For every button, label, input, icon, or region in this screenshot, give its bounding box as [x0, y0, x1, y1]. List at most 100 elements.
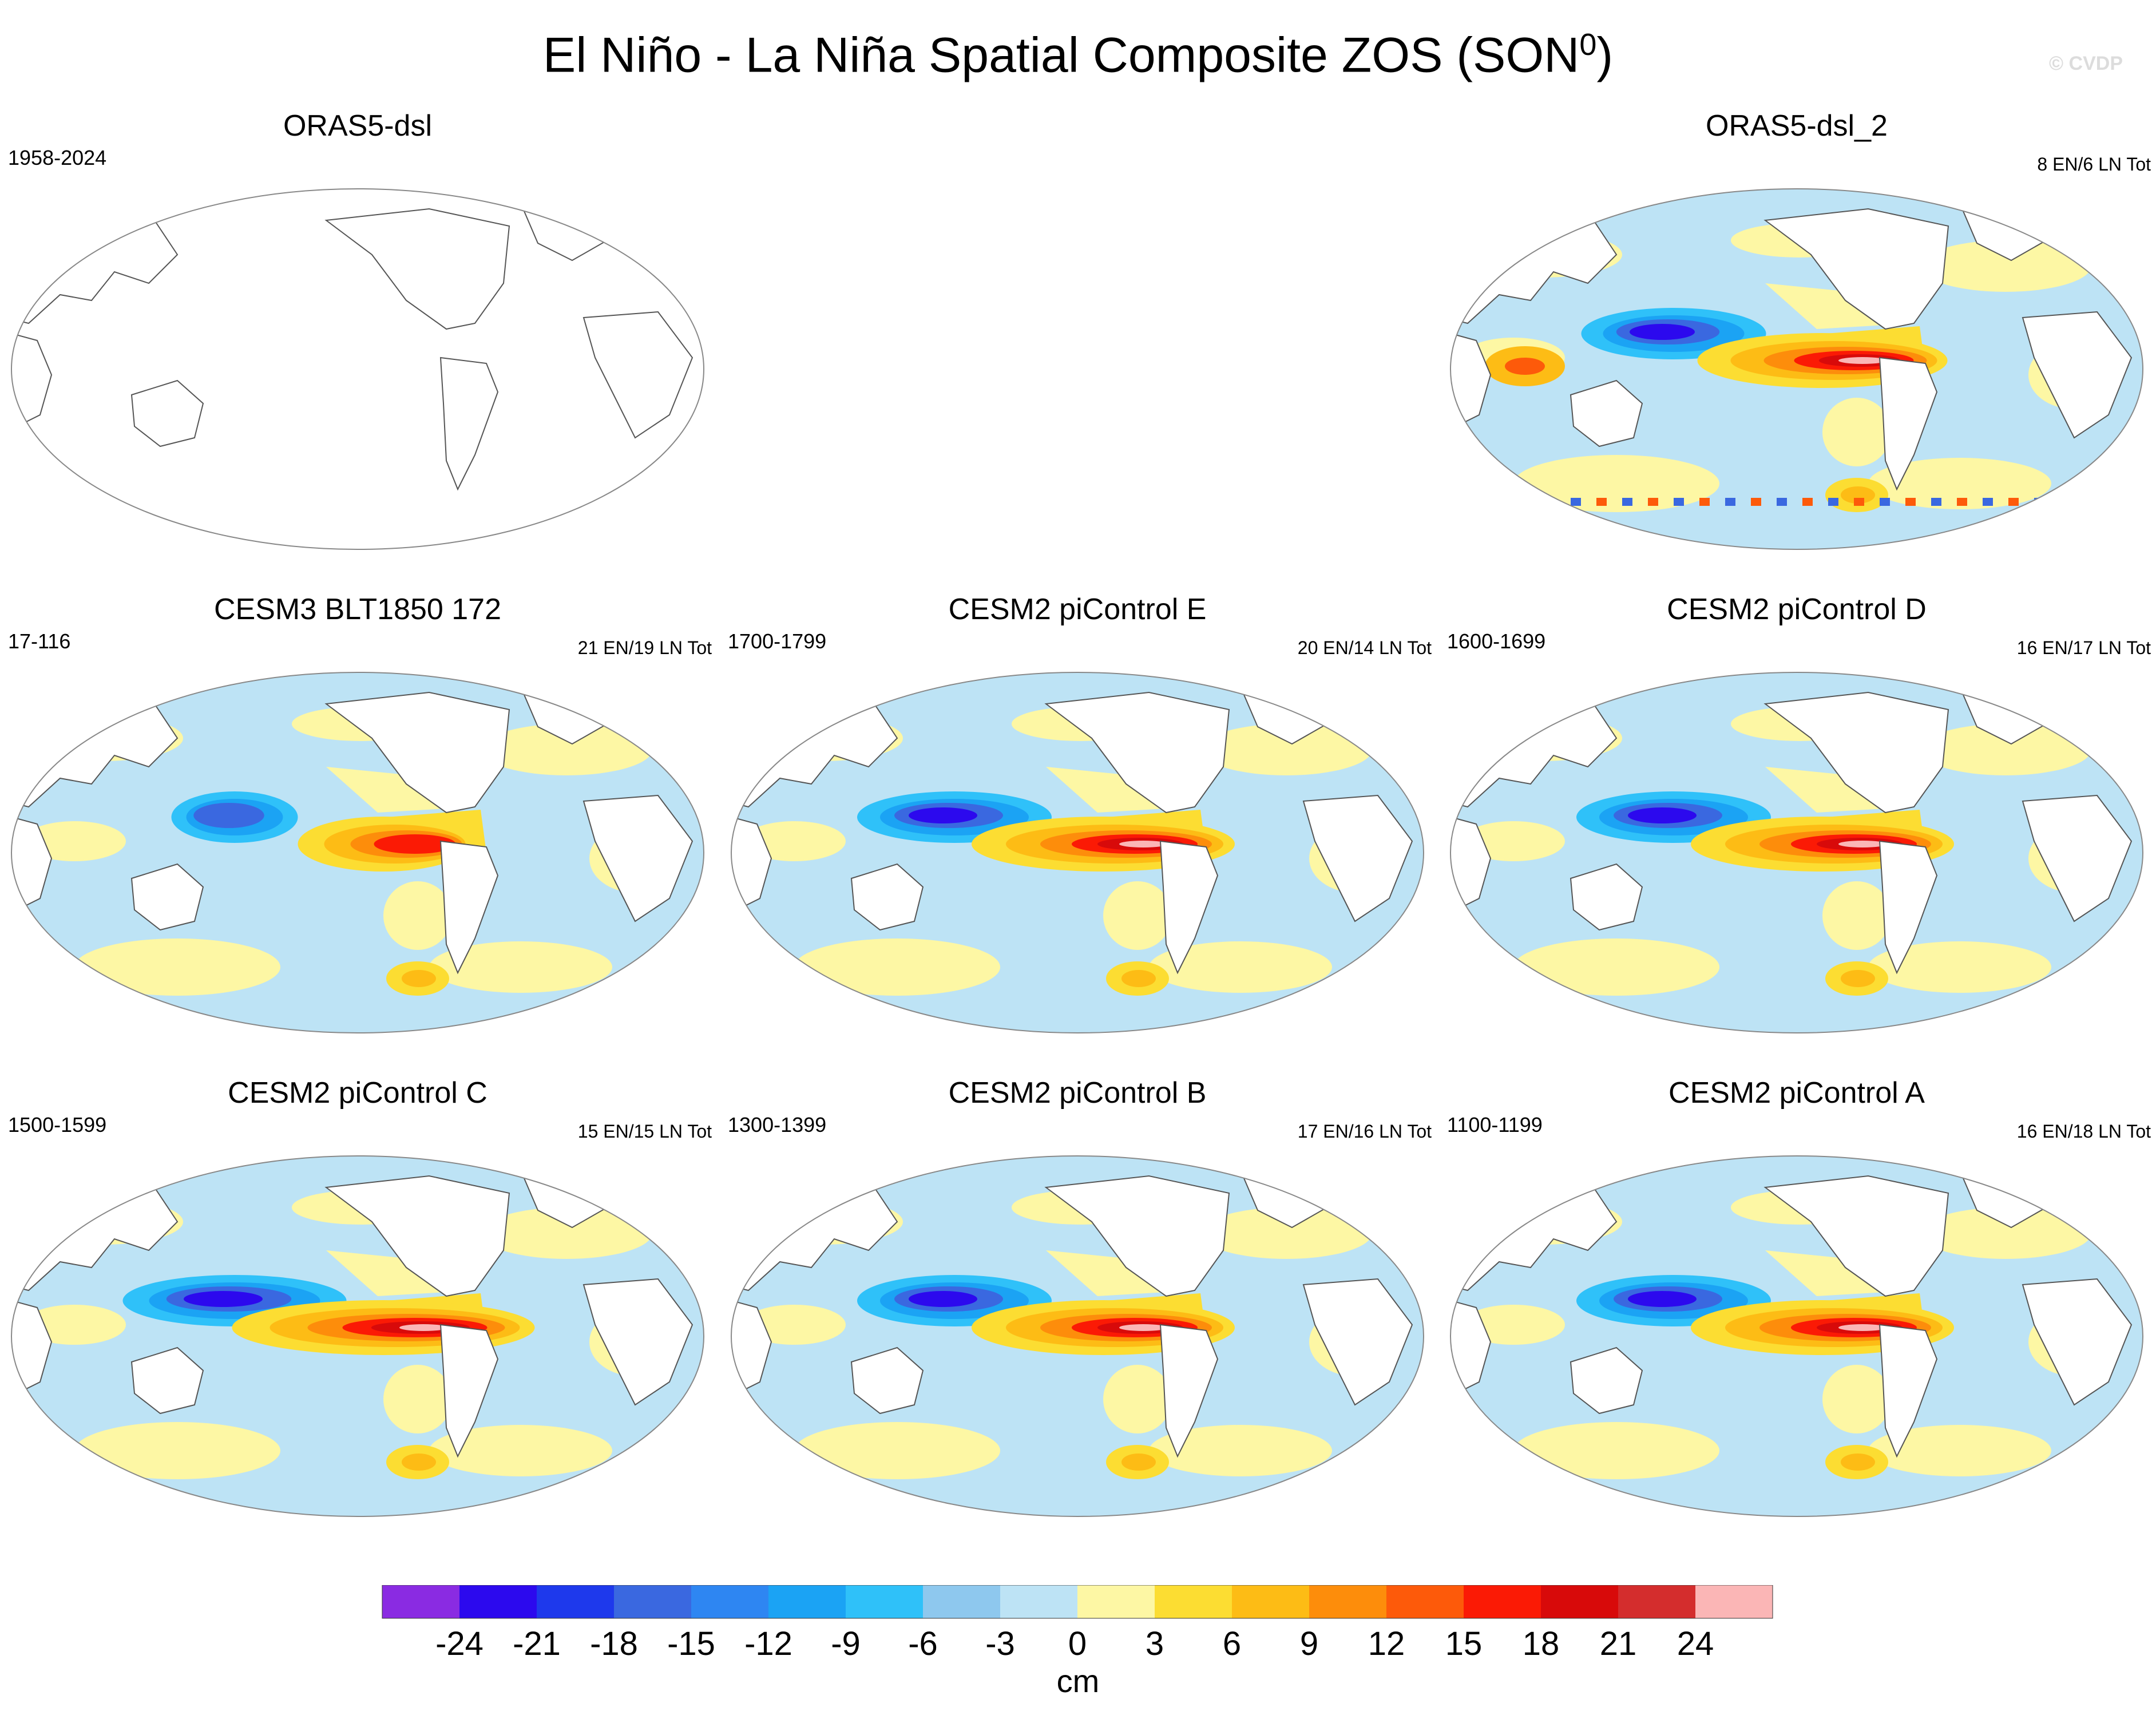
- colorbar-swatch: [1155, 1585, 1232, 1618]
- map-panel: ORAS5-dsl_2 8 EN/6 LN Tot: [1439, 109, 2154, 561]
- panel-period: 1700-1799: [728, 629, 827, 653]
- projection-map: [11, 188, 704, 550]
- panel-title: CESM2 piControl B: [948, 1076, 1207, 1110]
- colorbar-unit-label: cm: [1056, 1663, 1100, 1699]
- coastline-6: [1302, 794, 1413, 922]
- panel-period: 1600-1699: [1447, 629, 1546, 653]
- colorbar-tick-label: 3: [1146, 1625, 1164, 1662]
- coastline-4: [1159, 1324, 1219, 1458]
- coastline-2: [130, 863, 204, 931]
- map-panel: CESM2 piControl B 1300-1399 17 EN/16 LN To…: [720, 1076, 1435, 1528]
- projection-map: [731, 1155, 1424, 1517]
- colorbar-swatch: [1464, 1585, 1541, 1618]
- panel-title: CESM3 BLT1850 172: [214, 593, 501, 626]
- colorbar-tick-label: 0: [1068, 1625, 1087, 1662]
- projection-map: [1450, 672, 2143, 1033]
- colorbar-swatch: [1077, 1585, 1155, 1618]
- coastline-1: [11, 331, 53, 427]
- coastline-3: [324, 1175, 510, 1297]
- colorbar-tick-label: -18: [590, 1625, 638, 1662]
- colorbar-swatch: [768, 1585, 846, 1618]
- panel-period: 1500-1599: [8, 1113, 107, 1136]
- colorbar-swatch: [382, 1585, 459, 1618]
- colorbar-tick-label: -9: [831, 1625, 861, 1662]
- panel-title: CESM2 piControl E: [948, 593, 1207, 626]
- coastline-3: [1763, 208, 1949, 330]
- colorbar-tick-label: -15: [667, 1625, 715, 1662]
- map-panel: CESM2 piControl E 1700-1799 20 EN/14 LN To…: [720, 592, 1435, 1044]
- figure-title: El Niño - La Niña Spatial Composite ZOS …: [542, 27, 1614, 83]
- panel-title: CESM2 piControl C: [228, 1076, 488, 1110]
- projection-map: [1450, 1155, 2143, 1517]
- coastline-6: [582, 1278, 693, 1406]
- projection-map: [731, 672, 1424, 1033]
- map-panel: ORAS5-dsl 1958-2024: [0, 109, 715, 561]
- coastline-3: [1763, 1175, 1949, 1297]
- colorbar-tick-label: -24: [435, 1625, 483, 1662]
- colorbar-swatch: [1309, 1585, 1386, 1618]
- panel-event-count: 20 EN/14 LN Tot: [1297, 637, 1432, 658]
- panel-event-count: 21 EN/19 LN Tot: [577, 637, 712, 658]
- panel-period: 17-116: [8, 629, 71, 653]
- colorbar-tick-label: 15: [1445, 1625, 1483, 1662]
- colorbar-tick-label: -12: [744, 1625, 792, 1662]
- panel-title: CESM2 piControl D: [1667, 593, 1927, 626]
- colorbar-tick-label: 18: [1523, 1625, 1560, 1662]
- colorbar-swatch: [614, 1585, 691, 1618]
- colorbar-swatch: [1541, 1585, 1618, 1618]
- colorbar-tick-label: 24: [1677, 1625, 1714, 1662]
- colorbar-tick-label: 9: [1300, 1625, 1318, 1662]
- coastline-4: [1159, 840, 1219, 975]
- projection-map: [1450, 188, 2143, 550]
- colorbar-swatch: [1618, 1585, 1695, 1618]
- panel-title: ORAS5-dsl: [283, 109, 433, 142]
- coastline-6: [2022, 311, 2133, 439]
- coastline-6: [2022, 1278, 2133, 1406]
- coastline-0: [11, 199, 179, 324]
- coastline-2: [850, 1346, 924, 1415]
- coastline-4: [439, 357, 499, 491]
- coastline-2: [1570, 1346, 1643, 1415]
- coastline-2: [1570, 379, 1643, 447]
- coastline-2: [850, 863, 924, 931]
- panel-title: ORAS5-dsl_2: [1706, 109, 1888, 142]
- coastline-2: [130, 379, 204, 447]
- map-panel: CESM2 piControl C 1500-1599 15 EN/15 LN To…: [0, 1076, 715, 1528]
- colorbar-swatch: [1000, 1585, 1077, 1618]
- coastline-4: [1878, 840, 1938, 975]
- panel-period: 1100-1199: [1447, 1113, 1543, 1136]
- colorbar-tick-label: -3: [985, 1625, 1015, 1662]
- colorbar: -24 -21 -18 -15 -12 -9 -6 -3 0 3 6 9 12 15 18 21 24: [382, 1585, 1773, 1662]
- panel-event-count: 16 EN/18 LN Tot: [2016, 1121, 2151, 1142]
- coastline-3: [324, 691, 510, 814]
- colorbar-swatch: [846, 1585, 923, 1618]
- colorbar-tick-label: 6: [1223, 1625, 1241, 1662]
- credit-watermark: © CVDP: [2049, 53, 2123, 74]
- coastline-4: [1878, 357, 1938, 491]
- projection-map: [11, 672, 704, 1033]
- colorbar-swatch: [923, 1585, 1000, 1618]
- map-panel: CESM2 piControl A 1100-1199 16 EN/18 LN To…: [1439, 1076, 2154, 1528]
- colorbar-swatch: [1386, 1585, 1464, 1618]
- coastline-3: [324, 208, 510, 330]
- colorbar-swatch: [1232, 1585, 1309, 1618]
- map-panel: CESM2 piControl D 1600-1699 16 EN/17 LN To…: [1439, 592, 2154, 1044]
- projection-map: [11, 1155, 704, 1517]
- coastline-4: [1878, 1324, 1938, 1458]
- panel-event-count: 16 EN/17 LN Tot: [2016, 637, 2151, 658]
- panel-event-count: 17 EN/16 LN Tot: [1297, 1121, 1432, 1142]
- colorbar-tick-label: 12: [1368, 1625, 1405, 1662]
- coastline-6: [582, 311, 693, 439]
- colorbar-swatch: [1695, 1585, 1773, 1618]
- panel-event-count: 8 EN/6 LN Tot: [2037, 154, 2151, 175]
- colorbar-swatch: [691, 1585, 768, 1618]
- coastline-6: [1302, 1278, 1413, 1406]
- coastline-3: [1763, 691, 1949, 814]
- coastline-2: [1570, 863, 1643, 931]
- panel-period: 1300-1399: [728, 1113, 827, 1136]
- colorbar-swatch: [537, 1585, 614, 1618]
- panel-event-count: 15 EN/15 LN Tot: [577, 1121, 712, 1142]
- coastline-6: [2022, 794, 2133, 922]
- panel-period: 1958-2024: [8, 146, 107, 169]
- colorbar-tick-label: -6: [908, 1625, 938, 1662]
